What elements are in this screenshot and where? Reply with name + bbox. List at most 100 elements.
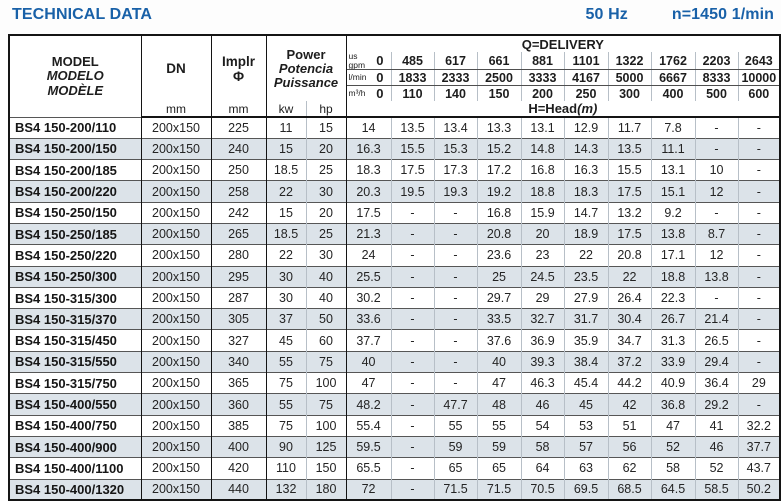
kw-cell: 22	[266, 180, 307, 203]
head-value-cell: 17.3	[433, 159, 478, 181]
head-value-cell: 13.8	[694, 265, 739, 288]
head-value-cell: 19.3	[433, 180, 478, 203]
delivery-value-cell: 500	[694, 85, 739, 101]
head-value-cell: -	[433, 372, 478, 394]
table-row: BS4 150-315/370 200x150 305 37 50 33.6- -33.5 3…	[9, 308, 781, 330]
head-value-cell: -	[737, 286, 781, 309]
head-value-cell: 13.5	[390, 116, 435, 139]
head-value-cell: 40	[476, 350, 522, 373]
head-value-cell: 17.5	[607, 180, 652, 203]
head-value-cell: 55	[476, 414, 522, 437]
model-cell: BS4 150-400/750	[9, 414, 142, 437]
head-value-cell: 23.6	[476, 244, 522, 267]
kw-cell: 15	[266, 137, 307, 160]
model-cell: BS4 150-250/150	[9, 201, 142, 224]
head-value-cell: 22	[563, 244, 609, 267]
head-value-cell: -	[390, 265, 435, 288]
kw-cell: 18.5	[266, 222, 307, 245]
head-value-cell: -	[694, 116, 739, 139]
head-value-cell: 17.5	[345, 201, 392, 224]
head-value-cell: 59	[433, 435, 478, 458]
impeller-header: Implr Φ	[211, 35, 267, 101]
head-value-cell: 33.6	[345, 308, 392, 330]
header-row-top: MODEL MODELO MODÈLE DN Implr Φ Power Pot…	[9, 35, 780, 117]
kw-cell: 90	[266, 435, 307, 458]
head-value-cell: 48.2	[345, 393, 392, 416]
head-value-cell: 30.2	[345, 286, 392, 309]
power-unit-kw: kw	[266, 101, 307, 118]
hp-cell: 20	[306, 201, 347, 224]
head-value-cell: 26.5	[694, 329, 739, 352]
flow-unit-cell: us gpm 0	[346, 52, 392, 70]
model-cell: BS4 150-200/220	[9, 180, 142, 203]
head-value-cell: 14.3	[563, 137, 609, 160]
head-value-cell: 23	[520, 244, 565, 267]
delivery-value-cell: 5000	[607, 69, 652, 86]
hp-cell: 60	[306, 329, 347, 352]
head-value-cell: 24.5	[520, 265, 565, 288]
head-value-cell: -	[737, 329, 781, 352]
table-row: BS4 150-315/550 200x150 340 55 75 40- -40 39.3 3…	[9, 350, 781, 373]
model-cell: BS4 150-400/900	[9, 435, 142, 458]
head-value-cell: 50.2	[737, 478, 781, 501]
head-value-cell: -	[737, 265, 781, 288]
dn-cell: 200x150	[141, 372, 212, 394]
dn-cell: 200x150	[141, 414, 212, 437]
impeller-cell: 385	[211, 414, 267, 437]
head-value-cell: 13.2	[607, 201, 652, 224]
impeller-cell: 420	[211, 457, 267, 480]
head-value-cell: 13.1	[650, 159, 696, 181]
kw-cell: 55	[266, 393, 307, 416]
kw-cell: 75	[266, 372, 307, 394]
speed-label: n=1450 1/min	[671, 6, 774, 23]
kw-cell: 75	[266, 414, 307, 437]
head-value-cell: -	[737, 159, 781, 181]
model-cell: BS4 150-200/110	[9, 116, 142, 139]
head-value-cell: 58.5	[694, 478, 739, 501]
table-row: BS4 150-200/185 200x150 250 18.5 25 18.3 17.5 1…	[9, 159, 781, 181]
head-value-cell: 14.7	[563, 201, 609, 224]
hp-cell: 75	[306, 350, 347, 373]
dn-cell: 200x150	[141, 478, 212, 501]
kw-cell: 37	[266, 308, 307, 330]
hp-cell: 30	[306, 244, 347, 267]
model-header: MODEL MODELO MODÈLE	[9, 35, 142, 117]
delivery-value-cell: 8333	[694, 69, 739, 86]
head-value-cell: 37.6	[476, 329, 522, 352]
head-value-cell: -	[390, 372, 435, 394]
head-value-cell: 46	[694, 435, 739, 458]
head-value-cell: 25.5	[345, 265, 392, 288]
head-value-cell: 17.5	[607, 222, 652, 245]
table-row: BS4 150-400/550 200x150 360 55 75 48.2-47.7 48…	[9, 393, 781, 416]
head-value-cell: 22.3	[650, 286, 696, 309]
power-header-fr: Puissance	[273, 74, 339, 90]
head-value-cell: 17.5	[390, 159, 435, 181]
hp-cell: 20	[306, 137, 347, 160]
head-title-label: H=Head	[528, 101, 578, 116]
model-cell: BS4 150-250/300	[9, 265, 142, 288]
head-value-cell: 32.7	[520, 308, 565, 330]
head-value-cell: -	[433, 201, 478, 224]
kw-cell: 30	[266, 286, 307, 309]
delivery-value-cell: 400	[650, 85, 696, 101]
power-header-en: Power	[286, 46, 326, 62]
head-value-cell: -	[390, 201, 435, 224]
delivery-value-cell: 485	[390, 52, 435, 70]
model-cell: BS4 150-200/150	[9, 137, 142, 160]
head-value-cell: 16.8	[476, 201, 522, 224]
dn-cell: 200x150	[141, 350, 212, 373]
head-value-cell: 24	[345, 244, 392, 267]
header-row-units: mm mm kw hp H=Head(m)	[9, 101, 781, 118]
head-value-cell: 25	[476, 265, 522, 288]
model-cell: BS4 150-250/185	[9, 222, 142, 245]
head-value-cell: 13.8	[650, 222, 696, 245]
head-value-cell: -	[390, 457, 435, 480]
head-value-cell: 21.3	[345, 222, 392, 245]
head-value-cell: 59	[476, 435, 522, 458]
hp-cell: 15	[306, 116, 347, 139]
head-value-cell: 65.5	[345, 457, 392, 480]
head-value-cell: 47.7	[433, 393, 478, 416]
head-value-cell: 33.9	[650, 350, 696, 373]
flow-row-l-min: l/min 0 1833 2333 2500 3333 4167 5000 6667 8333 10…	[9, 69, 781, 86]
head-value-cell: 47	[345, 372, 392, 394]
